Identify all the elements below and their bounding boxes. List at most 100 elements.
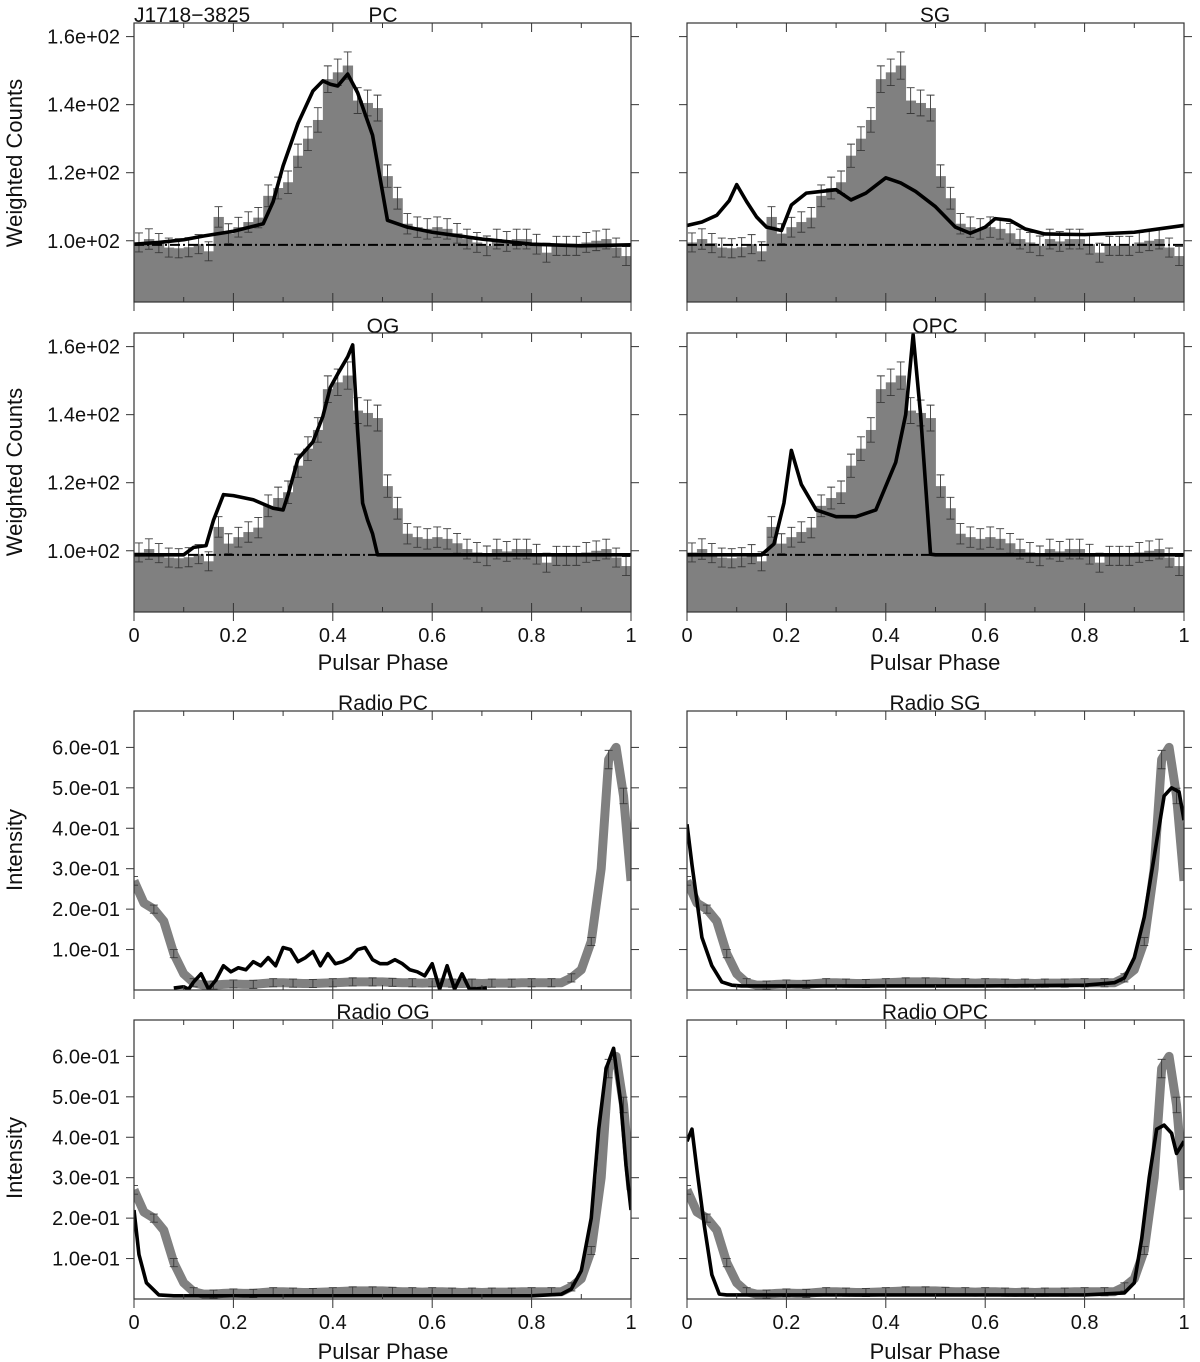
error-bar [502, 541, 511, 562]
panel-sg [679, 22, 1192, 311]
histogram-bar [143, 549, 155, 612]
histogram-bar [1154, 239, 1165, 302]
x-tick-label: 0.6 [418, 1312, 446, 1334]
error-bar [1165, 547, 1174, 568]
error-bar [946, 186, 955, 210]
error-bar [403, 523, 412, 545]
error-bar [604, 749, 613, 770]
error-bar [926, 94, 935, 122]
histogram-bar [342, 375, 354, 612]
histogram-bar [915, 412, 926, 612]
error-bar [1125, 235, 1134, 256]
panel-title-opc: OPC [912, 315, 958, 338]
error-bar [906, 87, 915, 114]
histogram-bar [551, 245, 562, 302]
histogram-bar [1024, 552, 1036, 612]
error-bar [687, 876, 691, 886]
error-bar [737, 237, 746, 258]
error-bar [847, 143, 856, 168]
axes-frame [686, 1019, 1185, 1300]
histogram-bar [153, 553, 165, 612]
histogram-bar [293, 465, 304, 612]
y-axis-title-radio-top: Intensity [2, 809, 27, 891]
histogram-bar [571, 555, 582, 612]
model-curve [687, 176, 1184, 237]
error-bar [507, 978, 516, 988]
histogram-bar [571, 245, 582, 302]
y-tick-label: 1.0e+02 [47, 541, 120, 563]
histogram-bar [846, 465, 857, 612]
histogram-bar [1054, 241, 1066, 302]
histogram-bar [1084, 554, 1095, 612]
error-bar [876, 65, 885, 93]
y-tick-label: 5.0e-01 [52, 1087, 120, 1109]
plot-area [687, 1051, 1184, 1299]
histogram-bar [382, 486, 393, 612]
histogram-bar [253, 527, 264, 612]
error-bar [876, 375, 885, 403]
y-tick-label: 2.0e-01 [52, 1208, 120, 1230]
error-bar [313, 107, 322, 133]
error-bar [1175, 246, 1184, 267]
histogram-bar [352, 410, 364, 612]
error-bar [817, 184, 826, 208]
x-tick-label: 0.6 [971, 625, 999, 647]
axes-frame [686, 710, 1185, 991]
y-tick-label: 1.2e+02 [47, 163, 120, 185]
error-bar [443, 528, 452, 550]
error-bar [164, 547, 173, 568]
error-bar [956, 523, 965, 545]
histogram-bar [1054, 551, 1066, 612]
histogram-bar [1124, 245, 1135, 302]
histogram-bar [183, 557, 195, 612]
error-bar [472, 232, 481, 253]
error-bar [966, 526, 975, 548]
error-bar [787, 526, 796, 548]
histogram-bar [836, 182, 847, 302]
y-tick-label: 6.0e-01 [52, 1046, 120, 1068]
error-bar [707, 233, 716, 254]
histogram-bar [776, 233, 787, 302]
histogram-bar [1134, 242, 1145, 302]
histogram-bar [611, 247, 622, 302]
model-curve [134, 343, 631, 557]
histogram-bar [955, 533, 966, 612]
histogram-bar [875, 79, 887, 302]
histogram-bar [322, 389, 334, 612]
plot-area [134, 742, 631, 990]
histogram-bar [706, 553, 718, 612]
histogram-bar [432, 537, 443, 612]
x-tick-label: 1 [625, 625, 636, 647]
error-bar [323, 65, 332, 93]
error-bar [847, 453, 856, 478]
error-bar [936, 474, 945, 498]
histogram-bar [511, 549, 523, 612]
histogram-bar [1044, 239, 1056, 302]
error-bar [413, 216, 422, 238]
histogram-bar [1104, 555, 1115, 612]
histogram-bar [1005, 233, 1016, 302]
histogram-bar [541, 252, 552, 302]
histogram-bar [163, 247, 175, 302]
histogram-bar [591, 240, 602, 302]
y-tick-label: 1.0e+02 [47, 231, 120, 253]
histogram-bar [293, 155, 304, 302]
error-bar [807, 206, 816, 229]
error-bar [303, 126, 312, 152]
error-bar [1115, 235, 1124, 256]
histogram-bar [855, 138, 867, 302]
histogram-bar [1174, 256, 1184, 302]
histogram-bar [965, 537, 976, 612]
histogram-bar [1134, 552, 1145, 612]
y-tick-label: 1.0e-01 [52, 940, 120, 962]
histogram-bar [766, 216, 777, 302]
error-bar [224, 533, 233, 554]
error-bar [587, 1245, 596, 1255]
panel-title-og: OG [367, 315, 400, 338]
x-tick-label: 1 [1178, 1312, 1189, 1334]
histogram-bar [1094, 562, 1105, 612]
histogram-bar [1084, 244, 1095, 302]
error-bar [169, 949, 178, 959]
error-bar [1055, 541, 1064, 562]
error-bar [269, 978, 278, 988]
